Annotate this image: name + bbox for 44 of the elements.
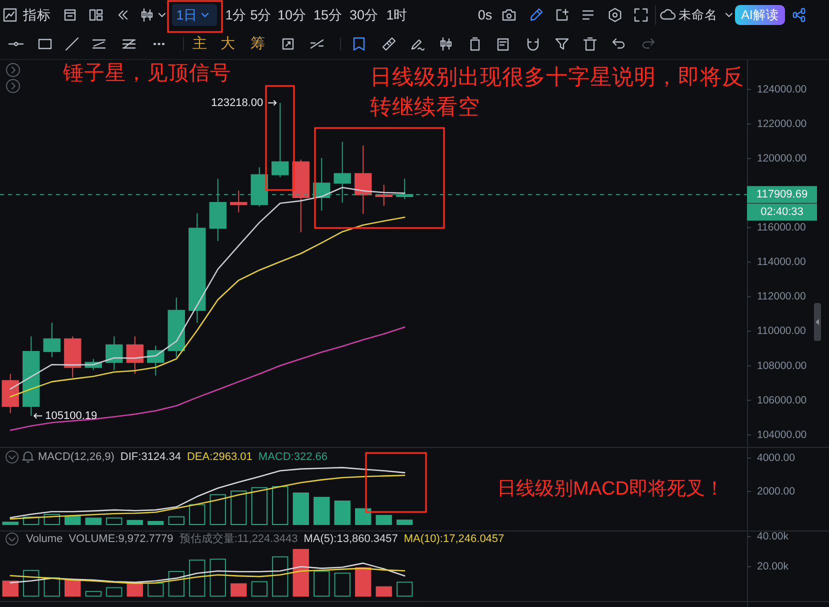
- annotation: 预估成交量:11,224.3443: [179, 532, 298, 545]
- text: DEA:2963.01: [186, 451, 252, 463]
- chart-title: Volume: [26, 533, 63, 545]
- text: MACD:322.66: [258, 451, 328, 463]
- series-label: MA(5):13,860.3457: [304, 533, 398, 545]
- annotation: 日线级别MACD即将死叉！: [497, 478, 724, 500]
- y-tick-label: 4000.00: [757, 452, 796, 464]
- y-tick-label: 2000.00: [757, 486, 796, 498]
- y-tick-label: 124000.00: [757, 83, 807, 96]
- text: 0s: [478, 8, 492, 22]
- y-tick-label: 112000.00: [757, 290, 806, 303]
- y-tick-label: 114000.00: [757, 256, 806, 268]
- text: MA(10):17,246.0457: [404, 533, 504, 545]
- text: AI解读: [741, 8, 779, 22]
- annotation: 105100.19: [45, 410, 98, 422]
- y-tick-label: 106000.00: [757, 394, 807, 406]
- text: 1时: [386, 8, 408, 22]
- text: DIF:3124.34: [120, 451, 181, 463]
- y-tick-label: 116000.00: [757, 222, 806, 234]
- text: 未命名: [678, 8, 718, 22]
- text: 15分: [313, 8, 343, 22]
- text: 大: [220, 35, 236, 52]
- text: 筹: [250, 35, 266, 52]
- y-tick-label: 108000.00: [757, 360, 807, 372]
- chart-title: MACD(12,26,9): [38, 451, 114, 463]
- y-tick-label: 104000.00: [757, 428, 807, 441]
- y-tick-label: 122000.00: [757, 118, 807, 130]
- y-tick-label: 20.00k: [757, 560, 790, 573]
- y-tick-label: 110000.00: [757, 325, 806, 338]
- annotation: 日线级别出现很多十字星说明，即将反转继续看空: [370, 65, 744, 119]
- y-tick-label: 120000.00: [757, 152, 807, 164]
- annotation: 123218.00: [211, 96, 264, 109]
- text: 1日: [176, 8, 198, 22]
- y-tick-label: 40.00k: [757, 530, 790, 543]
- text: 指标: [22, 8, 51, 22]
- text: 02:40:33: [760, 206, 804, 218]
- annotation: 锤子星，见顶信号: [62, 62, 231, 84]
- text: 5分: [250, 8, 272, 22]
- text: 主: [192, 35, 208, 52]
- text: 10分: [277, 8, 307, 22]
- annotation: VOLUME:9,972.7779: [68, 533, 174, 545]
- text: 30分: [349, 8, 379, 22]
- text: 1分: [225, 8, 247, 22]
- ref-line-label: 117909.69: [756, 188, 808, 201]
